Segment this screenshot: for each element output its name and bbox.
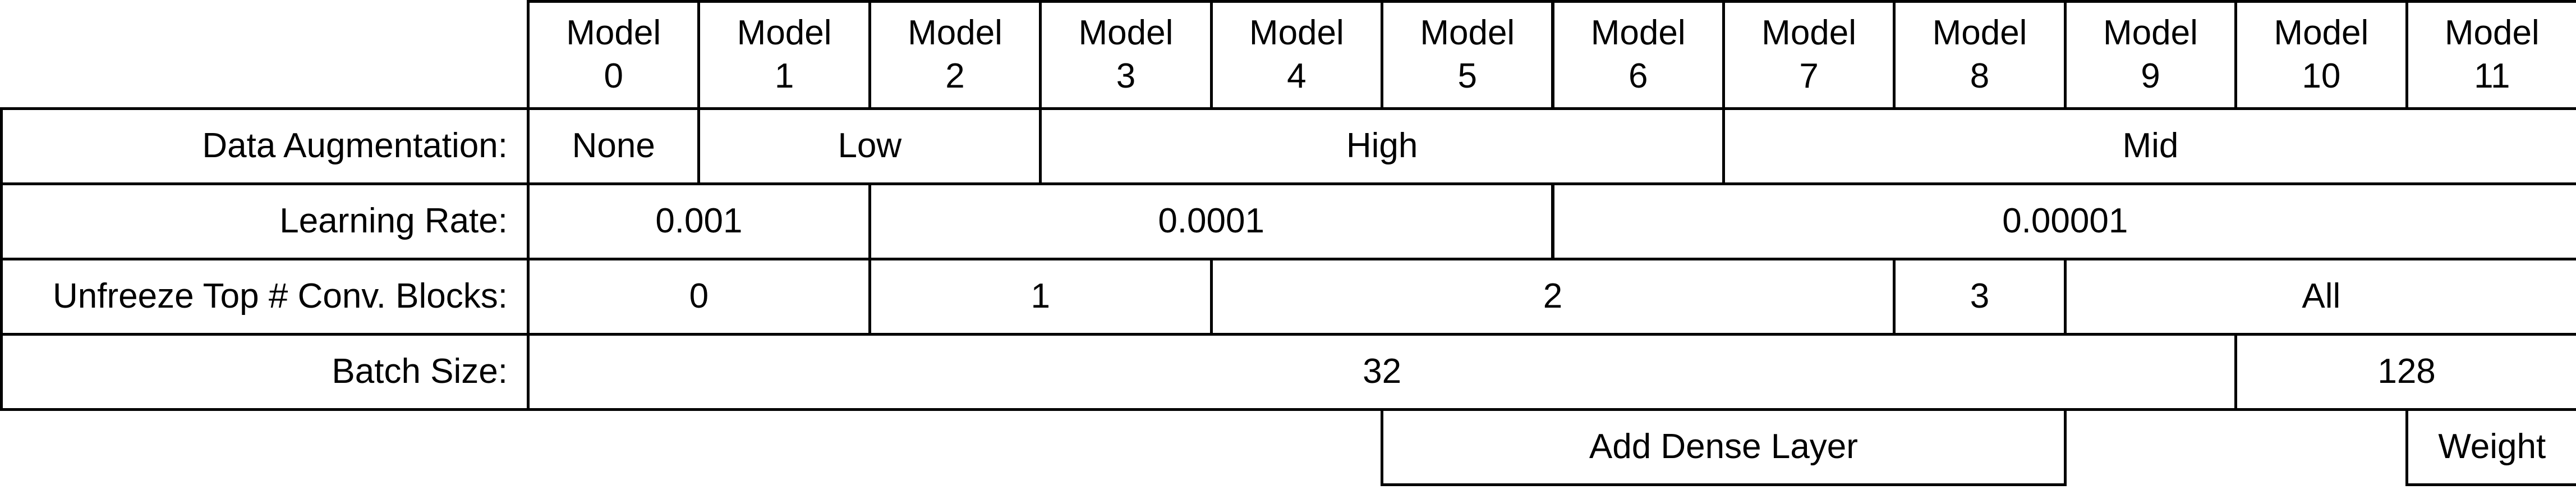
- segment-unfreeze-top-conv-blocks-2: 2: [1209, 258, 1896, 336]
- model-header-3: Model 3: [1039, 0, 1213, 110]
- segment-data-augmentation-high: High: [1039, 107, 1725, 185]
- model-header-5: Model 5: [1381, 0, 1554, 110]
- model-header-9: Model 9: [2063, 0, 2238, 110]
- model-header-0: Model 0: [527, 0, 701, 110]
- segment-unfreeze-top-conv-blocks-3: 3: [1893, 258, 2067, 336]
- segment-data-augmentation-none: None: [527, 107, 701, 185]
- model-header-1: Model 1: [697, 0, 871, 110]
- segment-learning-rate-0-0001: 0.0001: [868, 182, 1554, 260]
- model-header-8: Model 8: [1893, 0, 2067, 110]
- row-label-data-augmentation: Data Augmentation:: [0, 107, 530, 185]
- segment-extra-add-dense-layer: Add Dense Layer: [1381, 408, 2067, 486]
- model-header-10: Model 10: [2234, 0, 2408, 110]
- segment-data-augmentation-low: Low: [697, 107, 1042, 185]
- segment-unfreeze-top-conv-blocks-0: 0: [527, 258, 871, 336]
- row-label-unfreeze-top-conv-blocks: Unfreeze Top # Conv. Blocks:: [0, 258, 530, 336]
- segment-learning-rate-0-00001: 0.00001: [1551, 182, 2576, 260]
- model-header-4: Model 4: [1209, 0, 1384, 110]
- model-header-11: Model 11: [2405, 0, 2576, 110]
- model-header-2: Model 2: [868, 0, 1042, 110]
- segment-unfreeze-top-conv-blocks-all: All: [2063, 258, 2576, 336]
- segment-batch-size-32: 32: [527, 333, 2238, 411]
- model-header-6: Model 6: [1551, 0, 1725, 110]
- segment-learning-rate-0-001: 0.001: [527, 182, 871, 260]
- row-label-batch-size: Batch Size:: [0, 333, 530, 411]
- row-label-learning-rate: Learning Rate:: [0, 182, 530, 260]
- segment-extra-weight: Weight: [2405, 408, 2576, 486]
- segment-batch-size-128: 128: [2234, 333, 2576, 411]
- segment-unfreeze-top-conv-blocks-1: 1: [868, 258, 1213, 336]
- model-header-7: Model 7: [1722, 0, 1896, 110]
- segment-data-augmentation-mid: Mid: [1722, 107, 2576, 185]
